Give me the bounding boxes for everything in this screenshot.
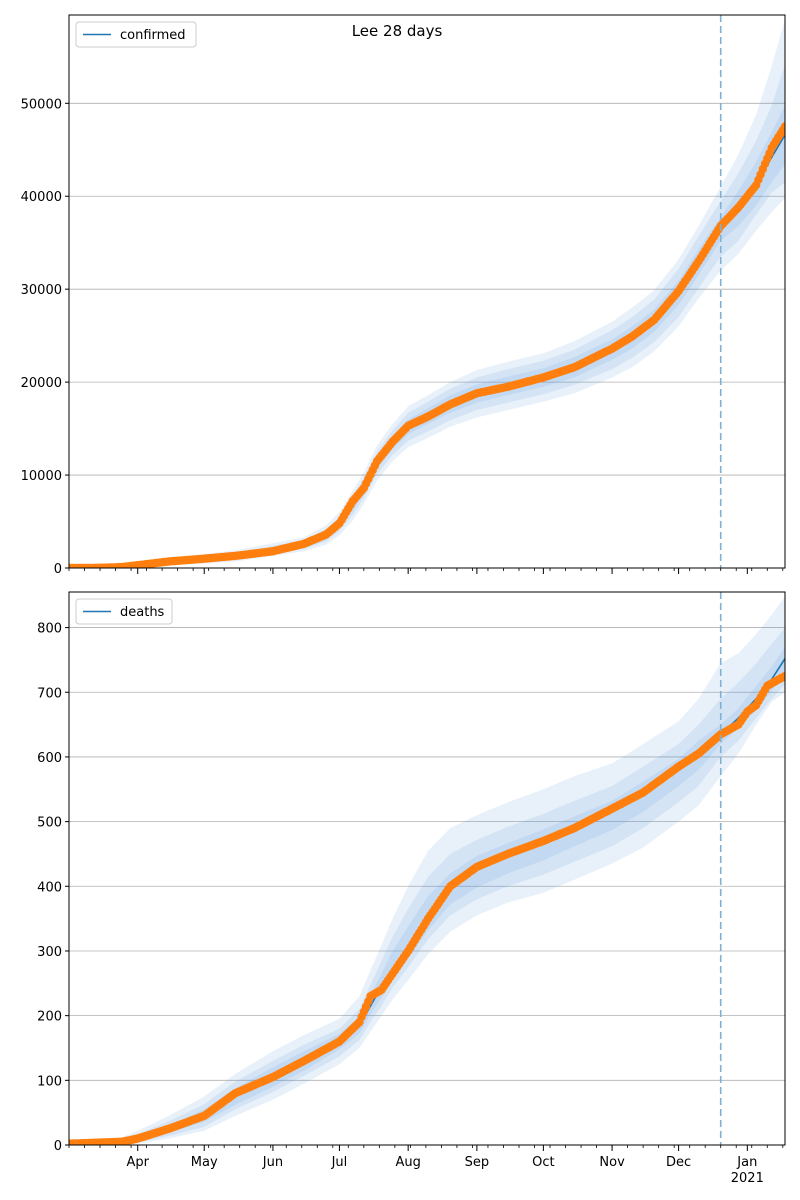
x-tick-label: May bbox=[191, 1155, 218, 1170]
confidence-band bbox=[69, 64, 785, 568]
observed-point bbox=[780, 671, 785, 681]
x-tick-label: Jun bbox=[262, 1155, 283, 1170]
x-tick-label: Nov bbox=[599, 1155, 625, 1170]
x-tick-label: Aug bbox=[395, 1155, 420, 1170]
y-tick-label: 700 bbox=[37, 686, 62, 701]
y-tick-label: 800 bbox=[37, 622, 62, 637]
legend: deaths bbox=[75, 598, 173, 625]
y-tick-label: 10000 bbox=[21, 469, 62, 484]
x-tick-label: Jul bbox=[331, 1155, 348, 1170]
x-tick-label: Sep bbox=[465, 1155, 490, 1170]
y-tick-label: 300 bbox=[37, 945, 62, 960]
observed-point bbox=[780, 122, 785, 131]
y-tick-label: 40000 bbox=[21, 190, 62, 205]
confidence-band bbox=[69, 105, 785, 568]
x-tick-label: Apr bbox=[126, 1155, 149, 1170]
y-tick-label: 600 bbox=[37, 751, 62, 766]
y-tick-label: 500 bbox=[37, 816, 62, 831]
x-tick-label: Dec bbox=[666, 1155, 691, 1170]
y-tick-label: 0 bbox=[54, 1139, 62, 1154]
legend-label: confirmed bbox=[120, 28, 186, 43]
legend-label: deaths bbox=[120, 605, 165, 620]
axes-frame bbox=[68, 14, 786, 569]
y-tick-label: 400 bbox=[37, 880, 62, 895]
figure-title: Lee 28 days bbox=[352, 22, 443, 40]
y-tick-label: 20000 bbox=[21, 376, 62, 391]
y-tick-label: 100 bbox=[37, 1074, 62, 1089]
legend: confirmed bbox=[75, 21, 197, 48]
confirmed-panel: 0 10000 20000 30000 40000 50000 confirmed bbox=[21, 14, 786, 577]
y-tick-label: 50000 bbox=[21, 97, 62, 112]
y-tick-label: 200 bbox=[37, 1010, 62, 1025]
x-tick-label: Jan bbox=[736, 1155, 757, 1170]
y-tick-label: 30000 bbox=[21, 283, 62, 298]
confidence-band bbox=[69, 627, 785, 1145]
y-tick-label: 0 bbox=[54, 562, 62, 577]
axes-frame bbox=[68, 591, 786, 1146]
x-year-label: 2021 bbox=[731, 1171, 764, 1186]
deaths-panel: 0 100 200 300 400 500 600 700 800 Apr May Jun Jul Aug… bbox=[37, 591, 786, 1186]
x-tick-label: Oct bbox=[532, 1155, 554, 1170]
confidence-band bbox=[69, 596, 785, 1145]
